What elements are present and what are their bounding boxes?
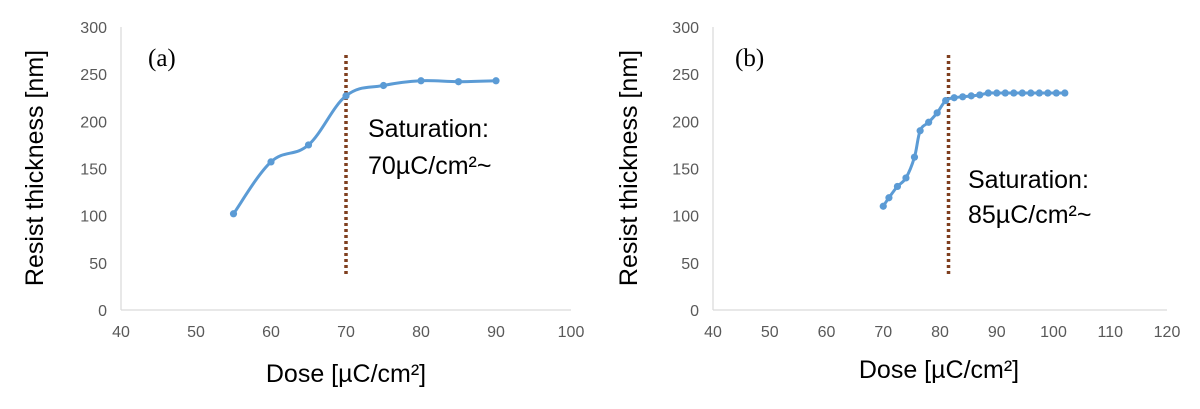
- saturation-label-b: Saturation:: [968, 166, 1089, 194]
- data-point-b: [1044, 89, 1052, 97]
- x-tick-label-a: 80: [412, 324, 430, 341]
- data-point-b: [1018, 89, 1026, 97]
- data-point-b: [959, 93, 967, 101]
- x-axis-title-b: Dose [µC/cm²]: [859, 356, 1019, 384]
- y-axis-title-a: Resist thickness [nm]: [21, 50, 49, 286]
- data-point-b: [967, 92, 975, 100]
- saturation-value-b: 85µC/cm²~: [968, 201, 1091, 229]
- data-point-a: [379, 81, 388, 90]
- y-tick-label-a: 100: [80, 209, 107, 226]
- y-ticks-b: 0 50 100 150 200 250 300: [672, 20, 699, 320]
- x-tick-label-b: 90: [988, 324, 1006, 341]
- data-point-b: [1027, 89, 1035, 97]
- panel-label-a: (a): [148, 45, 176, 72]
- x-tick-label-b: 120: [1154, 324, 1181, 341]
- x-axis-title-a: Dose [µC/cm²]: [266, 360, 426, 388]
- data-point-b: [1001, 89, 1009, 97]
- y-tick-label-b: 250: [672, 67, 699, 84]
- data-point-b: [1035, 89, 1043, 97]
- x-ticks-b: 40 50 60 70 80 90 100 110 120: [704, 324, 1180, 341]
- data-point-b: [893, 182, 902, 191]
- x-tick-label-a: 90: [487, 324, 505, 341]
- data-point-b: [933, 109, 941, 117]
- y-tick-label-a: 250: [80, 67, 107, 84]
- x-tick-label-b: 110: [1097, 324, 1123, 341]
- y-tick-label-b: 50: [681, 256, 699, 273]
- y-tick-label-a: 200: [80, 114, 107, 131]
- x-tick-label-a: 70: [337, 324, 355, 341]
- data-point-a: [229, 210, 238, 218]
- data-point-b: [925, 118, 933, 126]
- data-point-b: [1061, 89, 1069, 97]
- data-point-a: [342, 92, 350, 100]
- data-point-b: [993, 89, 1001, 97]
- y-tick-label-b: 100: [672, 209, 699, 226]
- x-tick-label-b: 60: [818, 324, 836, 341]
- data-point-a: [267, 158, 275, 166]
- x-tick-label-b: 50: [761, 324, 779, 341]
- panel-label-b: (b): [735, 45, 764, 72]
- data-point-b: [910, 153, 919, 161]
- x-ticks-a: 40 50 60 70 80 90 100: [112, 324, 584, 341]
- saturation-value-a: 70µC/cm²~: [368, 152, 491, 180]
- chart-panel-a: Resist thickness [nm] Dose [µC/cm²] (a) …: [21, 20, 584, 388]
- data-point-b: [916, 127, 924, 135]
- y-tick-label-a: 150: [80, 162, 107, 179]
- data-point-b: [942, 96, 950, 105]
- y-tick-label-a: 0: [98, 303, 107, 320]
- y-tick-label-a: 50: [89, 256, 107, 273]
- x-tick-label-b: 70: [874, 324, 892, 341]
- x-tick-label-b: 100: [1040, 324, 1067, 341]
- data-point-a: [454, 78, 463, 86]
- data-point-b: [879, 202, 887, 210]
- plot-area-a: [229, 55, 500, 276]
- x-tick-label-b: 80: [931, 324, 949, 341]
- data-point-b: [885, 194, 893, 202]
- x-tick-label-a: 100: [558, 324, 585, 341]
- data-point-b: [902, 174, 910, 182]
- data-point-b: [976, 91, 984, 99]
- y-tick-label-b: 300: [672, 20, 699, 37]
- x-tick-label-a: 50: [187, 324, 205, 341]
- series-line-a: [232, 79, 498, 216]
- y-tick-label-b: 200: [672, 114, 699, 131]
- y-tick-label-b: 150: [672, 162, 699, 179]
- x-tick-label-a: 60: [262, 324, 280, 341]
- x-tick-label-b: 40: [704, 324, 722, 341]
- y-tick-label-a: 300: [80, 20, 107, 37]
- data-point-a: [304, 141, 313, 149]
- y-ticks-a: 0 50 100 150 200 250 300: [80, 20, 107, 320]
- data-point-a: [492, 77, 500, 85]
- x-tick-label-a: 40: [112, 324, 130, 341]
- data-point-a: [417, 77, 425, 85]
- chart-panel-b: Resist thickness [nm] Dose [µC/cm²] (b) …: [615, 20, 1180, 384]
- data-point-b: [950, 94, 958, 102]
- data-point-b: [1010, 89, 1018, 97]
- data-point-b: [1052, 89, 1060, 97]
- saturation-label-a: Saturation:: [368, 115, 489, 143]
- y-tick-label-b: 0: [690, 303, 699, 320]
- data-point-b: [984, 89, 992, 97]
- plot-area-b: [879, 55, 1069, 276]
- y-axis-title-b: Resist thickness [nm]: [615, 50, 643, 286]
